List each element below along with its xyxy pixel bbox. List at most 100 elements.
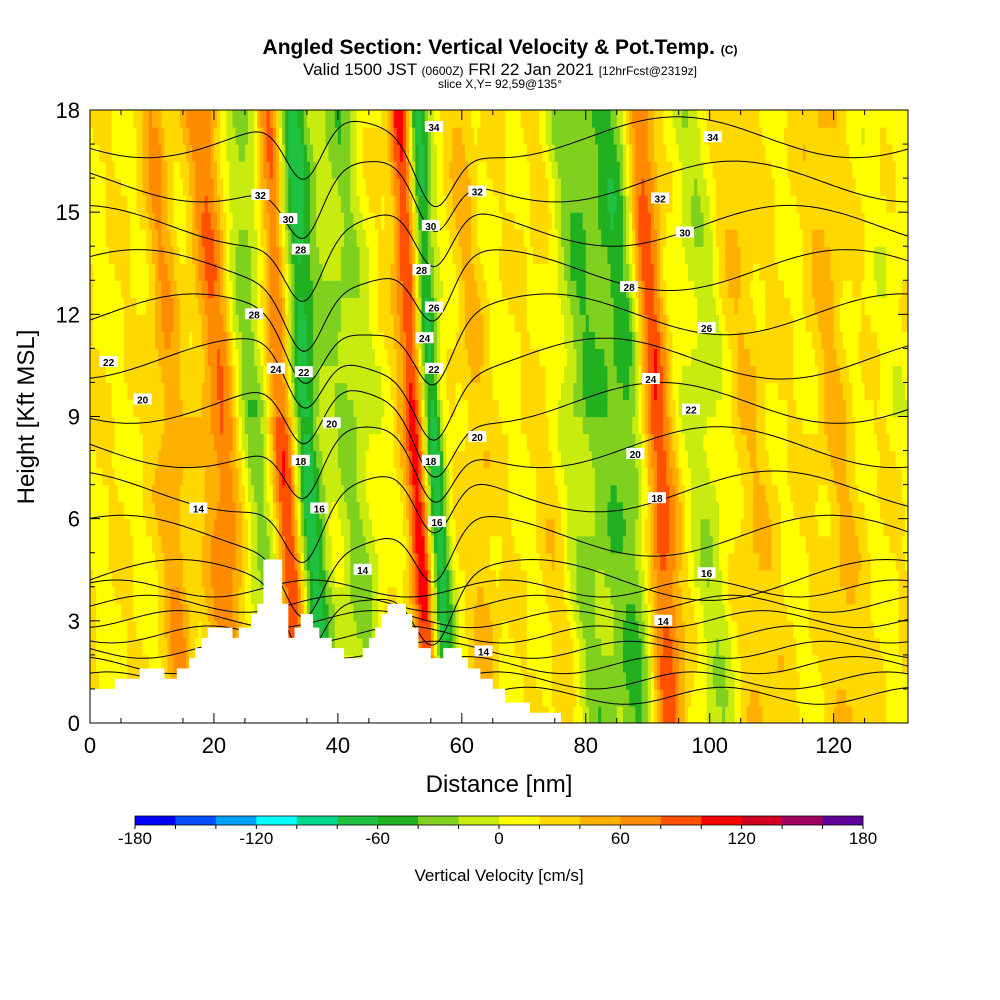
- field-cell: [325, 552, 330, 571]
- field-cell: [601, 399, 605, 418]
- field-cell: [350, 569, 354, 588]
- field-cell: [464, 569, 469, 588]
- field-cell: [437, 620, 441, 639]
- field-cell: [746, 535, 751, 554]
- field-cell: [895, 688, 900, 707]
- field-cell: [415, 552, 420, 571]
- field-cell: [753, 688, 757, 707]
- field-cell: [179, 467, 184, 486]
- field-cell: [672, 603, 677, 622]
- chart-title: Angled Section: Vertical Velocity & Pot.…: [0, 36, 1000, 60]
- field-cell: [616, 705, 621, 723]
- field-cell: [238, 484, 243, 503]
- field-cell: [756, 671, 760, 690]
- field-cell: [591, 552, 596, 571]
- field-cell: [415, 569, 420, 588]
- field-cell: [409, 501, 413, 520]
- field-cell: [111, 450, 116, 469]
- field-cell: [511, 399, 516, 418]
- field-cell: [207, 586, 212, 605]
- field-cell: [842, 586, 847, 605]
- field-cell: [127, 450, 131, 469]
- field-cell: [706, 484, 711, 503]
- field-cell: [694, 603, 698, 622]
- field-cell: [604, 416, 609, 435]
- field-cell: [517, 688, 522, 707]
- field-cell: [607, 501, 612, 520]
- field-cell: [601, 637, 605, 656]
- field-cell: [167, 586, 172, 605]
- field-cell: [818, 433, 822, 452]
- field-cell: [350, 416, 354, 435]
- field-cell: [108, 433, 113, 452]
- field-cell: [706, 552, 711, 571]
- field-cell: [765, 501, 770, 520]
- field-cell: [347, 433, 351, 452]
- field-cell: [877, 569, 881, 588]
- field-cell: [520, 620, 525, 639]
- field-cell: [272, 535, 277, 554]
- field-cell: [759, 552, 763, 571]
- field-cell: [830, 450, 835, 469]
- field-cell: [182, 416, 187, 435]
- field-cell: [811, 416, 816, 435]
- field-cell: [347, 416, 351, 435]
- field-cell: [560, 535, 565, 554]
- field-cell: [560, 705, 565, 723]
- field-cell: [892, 603, 897, 622]
- field-cell: [895, 535, 900, 554]
- field-cell: [167, 433, 172, 452]
- field-cell: [384, 484, 389, 503]
- field-cell: [715, 484, 720, 503]
- field-cell: [619, 416, 624, 435]
- field-cell: [331, 569, 336, 588]
- field-cell: [344, 416, 348, 435]
- field-cell: [437, 586, 441, 605]
- field-cell: [282, 586, 286, 605]
- field-cell: [542, 654, 547, 673]
- field-cell: [551, 688, 556, 707]
- field-cell: [529, 552, 534, 571]
- field-cell: [833, 637, 838, 656]
- field-cell: [774, 671, 779, 690]
- field-cell: [821, 467, 825, 486]
- field-cell: [353, 569, 358, 588]
- field-cell: [440, 552, 444, 571]
- field-cell: [406, 586, 410, 605]
- field-cell: [533, 603, 537, 622]
- field-cell: [873, 603, 878, 622]
- field-cell: [849, 416, 853, 435]
- field-cell: [474, 484, 478, 503]
- field-cell: [842, 433, 847, 452]
- field-cell: [762, 654, 767, 673]
- field-cell: [545, 552, 550, 571]
- field-cell: [96, 535, 100, 554]
- field-cell: [889, 416, 894, 435]
- field-cell: [548, 654, 553, 673]
- field-cell: [412, 586, 416, 605]
- field-cell: [709, 416, 714, 435]
- field-cell: [241, 552, 246, 571]
- field-cell: [598, 433, 602, 452]
- field-cell: [759, 569, 763, 588]
- field-cell: [207, 467, 212, 486]
- field-cell: [371, 603, 376, 622]
- field-cell: [756, 603, 760, 622]
- field-cell: [251, 603, 255, 622]
- field-cell: [604, 586, 609, 605]
- field-cell: [715, 688, 720, 707]
- field-cell: [774, 620, 779, 639]
- field-cell: [285, 569, 289, 588]
- field-cell: [309, 603, 314, 622]
- field-cell: [399, 552, 404, 571]
- field-cell: [455, 552, 460, 571]
- field-cell: [288, 450, 292, 469]
- field-cell: [880, 416, 884, 435]
- field-cell: [443, 467, 447, 486]
- field-cell: [257, 501, 262, 520]
- field-cell: [666, 552, 671, 571]
- field-cell: [511, 535, 516, 554]
- field-cell: [836, 603, 841, 622]
- field-cell: [700, 416, 705, 435]
- field-cell: [904, 433, 908, 452]
